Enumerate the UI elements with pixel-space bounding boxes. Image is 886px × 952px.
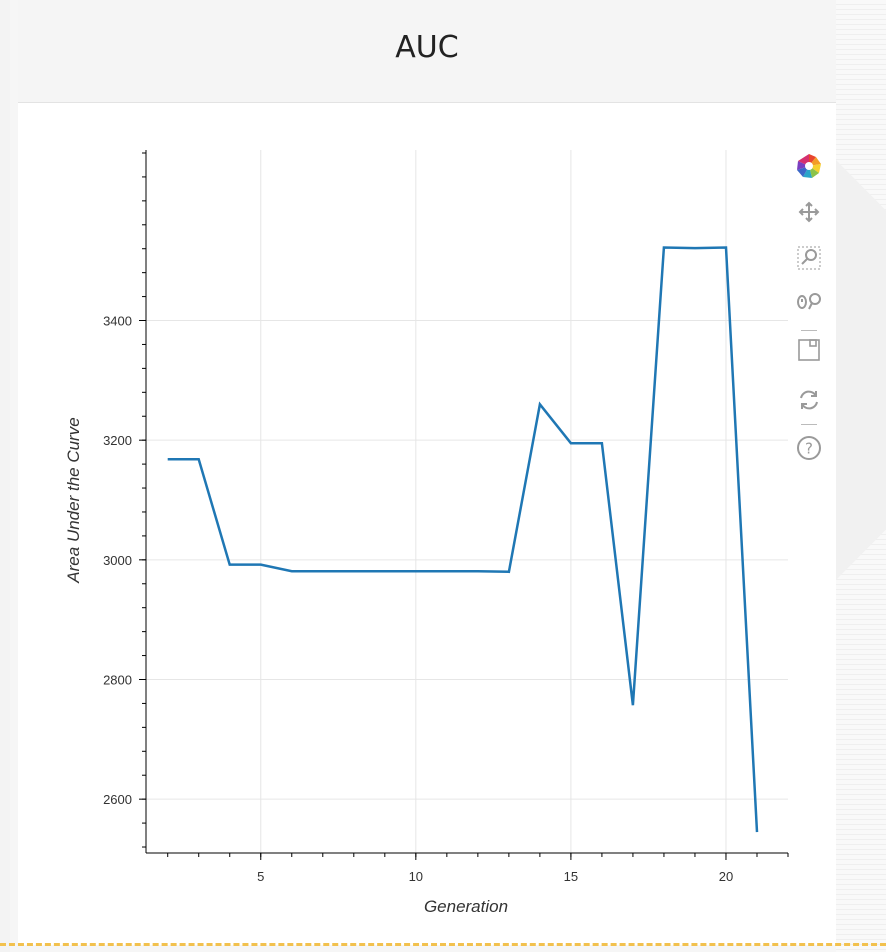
axes xyxy=(139,150,789,860)
reset-icon[interactable] xyxy=(793,384,825,416)
x-tick-label: 10 xyxy=(409,869,423,884)
save-icon[interactable] xyxy=(793,334,825,366)
y-axis-title: Area Under the Curve xyxy=(64,417,83,583)
toolbar-separator xyxy=(801,330,817,331)
decorative-shape xyxy=(836,160,886,580)
y-tick-label: 3200 xyxy=(103,433,132,448)
tick-labels: 5 10 15 20 2600 2800 3000 3200 3400 xyxy=(103,314,733,884)
y-tick-label: 2800 xyxy=(103,672,132,687)
toolbar-separator xyxy=(801,424,817,425)
series-group xyxy=(167,246,759,833)
y-tick-label: 3000 xyxy=(103,553,132,568)
dashed-border xyxy=(0,943,886,946)
y-tick-label: 2600 xyxy=(103,792,132,807)
y-tick-label: 3400 xyxy=(103,314,132,329)
series-line xyxy=(167,246,759,833)
panel-header: AUC xyxy=(18,0,836,103)
grid-lines xyxy=(146,150,788,853)
x-tick-label: 5 xyxy=(257,869,264,884)
wheel-zoom-icon[interactable] xyxy=(793,286,825,318)
svg-text:?: ? xyxy=(805,440,813,458)
box-zoom-icon[interactable] xyxy=(793,242,825,274)
left-border xyxy=(0,0,10,952)
x-tick-label: 20 xyxy=(719,869,733,884)
x-axis-title: Generation xyxy=(424,897,508,916)
pan-icon[interactable] xyxy=(793,196,825,228)
bokeh-logo-icon[interactable] xyxy=(793,150,825,182)
help-icon[interactable]: ? xyxy=(793,432,825,464)
chart-toolbar: ? xyxy=(789,148,829,468)
panel-title: AUC xyxy=(395,30,459,65)
chart-panel: AUC xyxy=(18,0,836,945)
x-tick-label: 15 xyxy=(564,869,578,884)
